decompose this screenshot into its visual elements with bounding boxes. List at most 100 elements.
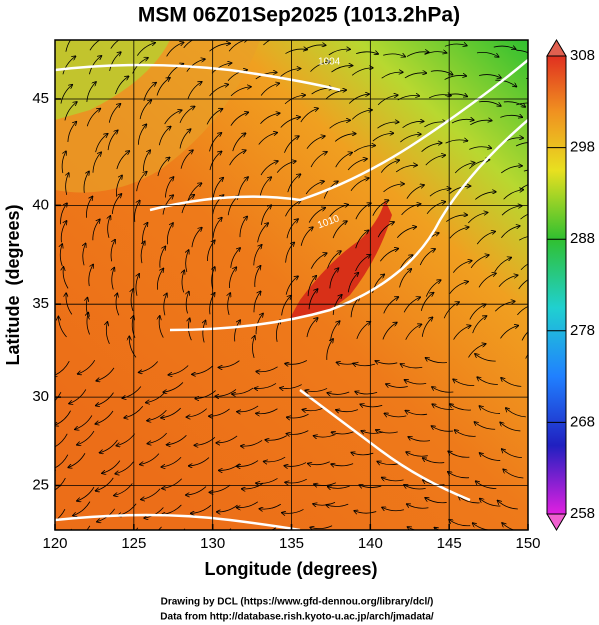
streamline [165, 177, 173, 198]
streamline [110, 240, 115, 262]
colorbar-tick-label: 278 [570, 322, 595, 339]
streamline [336, 410, 359, 412]
streamline [100, 439, 118, 453]
streamline [256, 366, 278, 372]
streamline [78, 359, 96, 374]
streamline [383, 54, 405, 57]
streamline [276, 161, 296, 173]
streamline [186, 291, 189, 314]
streamline [405, 411, 428, 416]
streamline [400, 364, 423, 369]
streamline [212, 218, 222, 238]
streamline [502, 449, 522, 459]
streamline [449, 282, 468, 294]
streamline [348, 94, 369, 104]
streamline [64, 102, 77, 121]
streamline [406, 52, 429, 57]
streamline [326, 504, 349, 506]
streamline [308, 461, 330, 465]
streamline [424, 122, 445, 128]
streamline [259, 177, 271, 197]
streamline [83, 243, 86, 266]
streamline [396, 227, 416, 239]
streamline [503, 469, 524, 479]
streamline [331, 66, 352, 73]
streamline [124, 406, 144, 418]
streamline [55, 433, 68, 449]
colorbar-tick-label: 298 [570, 139, 595, 156]
streamline [332, 432, 354, 434]
streamline [469, 304, 486, 320]
streamline [347, 273, 358, 293]
streamline [157, 157, 170, 177]
title: MSM 06Z01Sep2025 (1013.2hPa) [138, 4, 460, 27]
map-field: 1004 1010 [55, 40, 528, 539]
streamline [137, 124, 146, 145]
streamline [230, 248, 240, 268]
streamline [180, 150, 193, 169]
streamline [353, 363, 376, 365]
streamline [327, 251, 341, 269]
streamline [69, 389, 87, 403]
x-tick-label: 135 [279, 535, 304, 552]
streamline [179, 129, 191, 149]
streamline [134, 200, 140, 222]
streamline [239, 216, 247, 238]
streamline [355, 255, 371, 272]
streamline [328, 49, 350, 56]
streamline [286, 219, 298, 239]
streamline [162, 195, 173, 215]
streamline [308, 208, 325, 223]
streamline [498, 275, 518, 288]
streamline [143, 150, 150, 172]
streamline [95, 410, 114, 424]
streamline [328, 486, 350, 488]
streamline [159, 246, 166, 268]
streamline [425, 280, 440, 297]
streamline [255, 313, 263, 335]
streamline [186, 408, 208, 417]
streamline [109, 52, 121, 72]
streamline [212, 178, 223, 198]
streamline [61, 151, 66, 174]
streamline [449, 227, 469, 239]
streamline [209, 484, 231, 492]
streamline [67, 122, 77, 142]
streamline [430, 70, 453, 75]
streamline [351, 453, 374, 455]
streamline [515, 142, 528, 147]
streamline [429, 189, 451, 197]
streamline [209, 293, 215, 315]
streamline [446, 215, 467, 222]
streamline [55, 477, 66, 491]
streamline [218, 360, 240, 368]
streamline [260, 113, 279, 124]
streamline [404, 73, 426, 79]
streamline [448, 451, 470, 458]
streamline [73, 501, 91, 516]
streamline [305, 388, 328, 391]
streamline [192, 365, 213, 374]
streamline [520, 213, 528, 220]
streamline [310, 525, 333, 529]
streamline [156, 269, 163, 290]
streamline [286, 430, 309, 435]
streamline [517, 305, 528, 316]
y-tick-label: 45 [32, 90, 49, 107]
streamline [108, 104, 120, 123]
streamline [139, 100, 151, 120]
streamline [479, 101, 501, 106]
streamline [444, 44, 467, 46]
streamline [238, 533, 259, 539]
streamline [209, 408, 230, 416]
streamline [259, 503, 281, 509]
streamline [230, 112, 248, 126]
streamline [164, 110, 182, 125]
streamline [131, 289, 133, 312]
streamline [242, 483, 264, 489]
streamline [191, 228, 202, 248]
streamline [186, 486, 207, 495]
streamline [96, 477, 114, 491]
streamline [55, 508, 66, 522]
streamline [253, 291, 261, 313]
